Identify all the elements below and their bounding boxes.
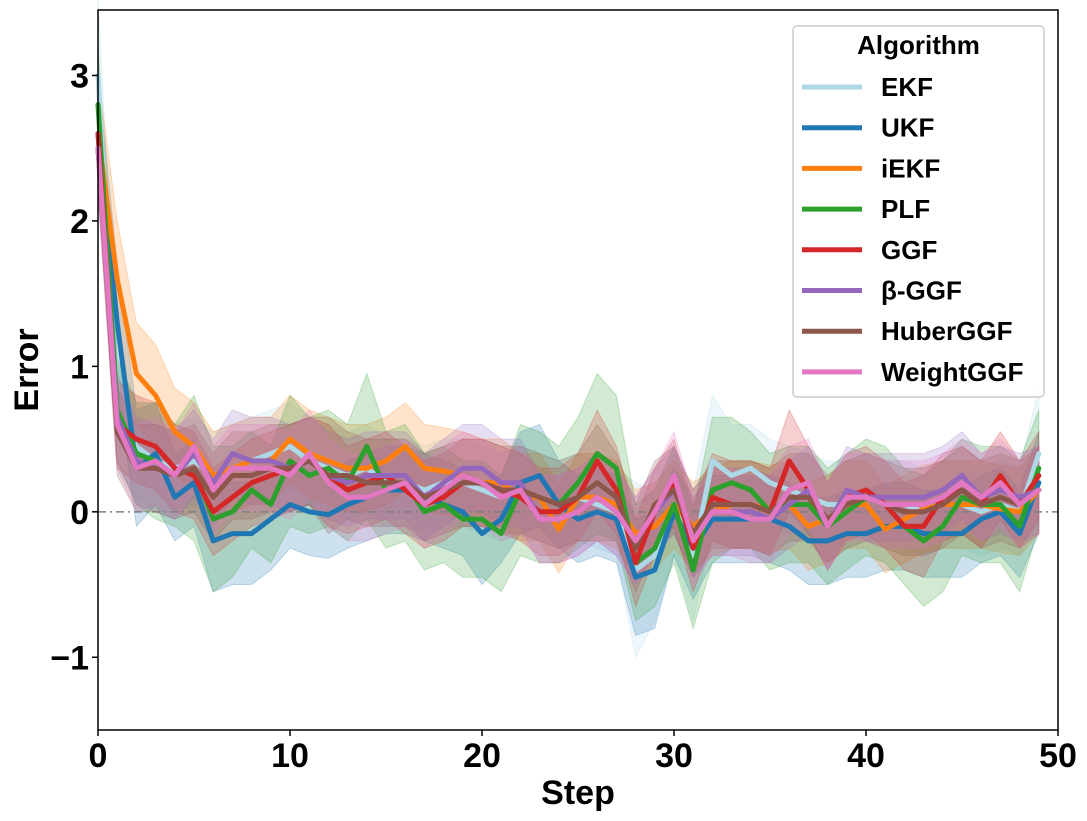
y-tick-label: 2: [70, 203, 89, 241]
legend-label-huberggf: HuberGGF: [881, 316, 1012, 346]
legend-title: Algorithm: [857, 30, 980, 60]
x-tick-label: 20: [463, 737, 501, 775]
x-tick-label: 50: [1039, 737, 1077, 775]
legend-label-beta-ggf: β-GGF: [881, 276, 962, 306]
legend-label-ggf: GGF: [881, 235, 937, 265]
series-lines: [95, 73, 1042, 580]
legend: Algorithm EKF UKF iEKF PLF GGF β-GGF HuberGGF W…: [792, 25, 1045, 398]
plot-frame: [97, 9, 1059, 731]
y-axis-title: Error: [8, 328, 46, 411]
legend-items: EKF UKF iEKF PLF GGF β-GGF HuberGGF WeightGGF: [802, 72, 1024, 387]
x-axis-title: Step: [541, 774, 615, 812]
y-tick-label: 3: [70, 57, 89, 95]
band-iekf: [97, 75, 1040, 578]
x-tick-label: 10: [271, 737, 309, 775]
x-axis-ticks: 0 10 20 30 40 50: [89, 730, 1077, 775]
legend-label-weightggf: WeightGGF: [881, 357, 1024, 387]
series-line-weightggf: [95, 145, 1042, 544]
x-tick-label: 40: [847, 737, 885, 775]
legend-label-iekf: iEKF: [881, 153, 940, 183]
y-tick-label: 0: [70, 494, 89, 532]
legend-label-ekf: EKF: [881, 72, 933, 102]
legend-label-plf: PLF: [881, 194, 930, 224]
y-tick-label: 1: [70, 348, 89, 386]
legend-box: [792, 25, 1045, 398]
y-tick-label: −1: [50, 639, 89, 677]
legend-label-ukf: UKF: [881, 113, 934, 143]
x-tick-label: 30: [655, 737, 693, 775]
x-tick-label: 0: [89, 737, 108, 775]
y-axis-ticks: −1 0 1 2 3: [50, 57, 98, 677]
